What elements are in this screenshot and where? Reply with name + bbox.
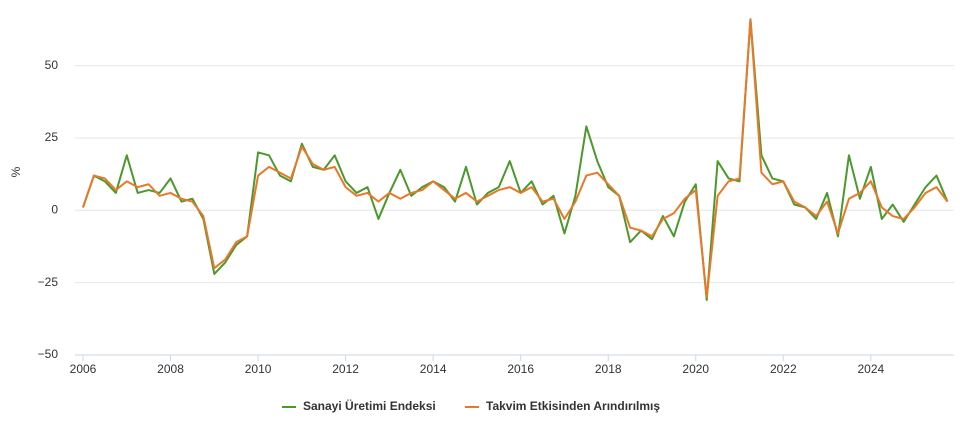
y-tick-label: 0 xyxy=(51,202,58,216)
y-tick-label: −50 xyxy=(38,347,59,361)
series-line xyxy=(82,18,949,299)
x-tick-label: 2010 xyxy=(245,362,272,376)
y-axis-label: % xyxy=(9,166,23,177)
y-tick-label: −25 xyxy=(38,275,59,289)
x-tick-label: 2022 xyxy=(770,362,797,376)
x-tick-label: 2016 xyxy=(507,362,534,376)
legend-text: Takvim Etkisinden Arındırılmış xyxy=(486,399,660,413)
x-tick-label: 2018 xyxy=(595,362,622,376)
y-tick-label: 50 xyxy=(45,58,59,72)
x-tick-label: 2006 xyxy=(70,362,97,376)
x-tick-label: 2024 xyxy=(857,362,884,376)
x-tick-label: 2012 xyxy=(332,362,359,376)
x-tick-label: 2020 xyxy=(682,362,709,376)
x-tick-label: 2014 xyxy=(420,362,447,376)
x-tick-label: 2008 xyxy=(157,362,184,376)
legend-text: Sanayi Üretimi Endeksi xyxy=(303,398,436,413)
y-tick-label: 25 xyxy=(45,130,59,144)
